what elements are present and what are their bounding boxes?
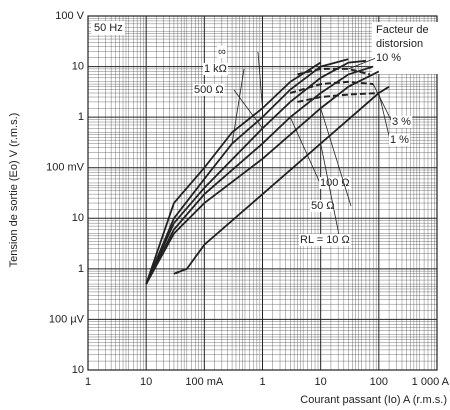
leader-line — [320, 143, 341, 241]
annotation-bg — [91, 21, 125, 35]
y-tick-label: 10 — [72, 212, 84, 224]
x-tick-label: 100 mA — [185, 376, 224, 388]
series-line — [145, 59, 367, 285]
leader-line — [348, 57, 377, 70]
legend-label-bg — [391, 115, 413, 128]
y-tick-label: 10 — [72, 364, 84, 376]
y-axis-label: Tension de sortie (Eo) V (r.m.s.) — [8, 113, 20, 268]
annotation: 50 Hz — [94, 22, 123, 34]
series-line — [297, 67, 371, 76]
series-line — [145, 70, 380, 285]
x-tick-label: 1 — [85, 376, 91, 388]
legend-label-bg — [389, 133, 411, 146]
leader-line — [320, 108, 352, 207]
x-tick-label: 100 — [370, 376, 388, 388]
x-tick-label: 1 — [259, 376, 265, 388]
distortion-title: Facteur de — [376, 24, 429, 36]
y-tick-label: 1 — [78, 263, 84, 275]
series-line — [173, 85, 390, 275]
series-line — [145, 65, 374, 285]
legend-label-bg — [217, 45, 227, 58]
y-tick-label: 100 V — [55, 10, 84, 22]
legend-label: 50 Ω — [311, 200, 335, 212]
legend-label: RL = 10 Ω — [300, 234, 350, 246]
legend-label-bg — [193, 83, 225, 96]
plot-frame — [87, 15, 438, 371]
legend-label: 100 Ω — [320, 177, 350, 189]
distortion-bg — [372, 22, 442, 74]
x-tick-label: 10 — [315, 376, 327, 388]
legend-label: 1 % — [390, 134, 409, 146]
legend-label-bg — [375, 51, 403, 64]
y-tick-label: 100 mV — [46, 162, 85, 174]
x-axis-label: Courant passant (Io) A (r.m.s.) — [300, 394, 447, 406]
x-tick-label: 10 — [140, 376, 152, 388]
leader-line — [231, 68, 245, 144]
leader-line — [289, 116, 321, 184]
legend-label: 500 Ω — [194, 84, 224, 96]
x-tick-label: 1 000 A — [412, 376, 450, 388]
legend-label: 10 % — [376, 52, 401, 64]
leader-line — [257, 51, 263, 109]
legend-label: 1 kΩ — [204, 63, 227, 75]
distortion-title: distorsion — [376, 38, 423, 50]
y-tick-label: 10 — [72, 60, 84, 72]
legend-label: ∞ — [218, 46, 226, 58]
legend-label-bg — [310, 199, 336, 212]
leader-line — [378, 92, 391, 141]
y-tick-label: 100 µV — [49, 313, 85, 325]
legend-label: 3 % — [392, 116, 411, 128]
legend-label-bg — [203, 62, 228, 75]
leader-line — [233, 89, 263, 129]
series-line — [289, 80, 374, 94]
series-line — [297, 92, 379, 103]
legend-label-bg — [299, 233, 351, 246]
y-tick-label: 1 — [78, 111, 84, 123]
leader-line — [372, 83, 393, 123]
series-line — [145, 61, 322, 285]
